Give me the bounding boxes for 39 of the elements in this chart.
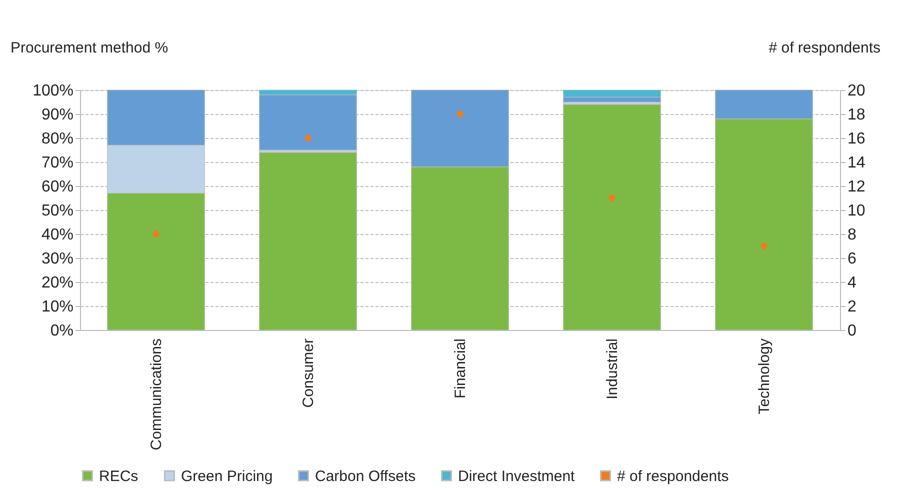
y2-tick-label: 14 bbox=[848, 154, 866, 172]
legend-label: Direct Investment bbox=[458, 468, 576, 485]
y-tick-label: 90% bbox=[41, 106, 74, 124]
point bbox=[760, 242, 768, 250]
y-tick-label: 10% bbox=[41, 298, 74, 316]
y2-tick-label: 0 bbox=[848, 322, 856, 340]
y-tick-label: 0% bbox=[50, 322, 74, 340]
y-tick-label: 100% bbox=[32, 82, 74, 100]
point bbox=[608, 194, 616, 202]
y2-tick-label: 2 bbox=[848, 298, 856, 316]
y-tick-label: 50% bbox=[41, 202, 74, 220]
y-tick-label: 70% bbox=[41, 154, 74, 172]
y-tick-label: 80% bbox=[41, 130, 74, 148]
x-tick-label: Industrial bbox=[604, 338, 621, 400]
y-tick-label: 60% bbox=[41, 178, 74, 196]
legend-label: # of respondents bbox=[617, 468, 729, 485]
x-tick-label: Financial bbox=[452, 338, 469, 399]
x-tick-label: Technology bbox=[756, 338, 773, 414]
y-tick-label: 40% bbox=[41, 226, 74, 244]
legend-label: RECs bbox=[99, 468, 138, 485]
point bbox=[456, 110, 464, 118]
y-tick-label: 30% bbox=[41, 250, 74, 268]
x-tick-label: Consumer bbox=[300, 338, 317, 408]
x-tick-label: Communications bbox=[148, 338, 165, 450]
y2-tick-label: 8 bbox=[848, 226, 856, 244]
y2-tick-label: 10 bbox=[848, 202, 866, 220]
y2-tick-label: 20 bbox=[848, 82, 866, 100]
y2-tick-label: 6 bbox=[848, 250, 856, 268]
point bbox=[304, 134, 312, 142]
y2-tick-label: 16 bbox=[848, 130, 866, 148]
point bbox=[152, 230, 160, 238]
legend-label: Green Pricing bbox=[181, 468, 273, 485]
legend-label: Carbon Offsets bbox=[315, 468, 416, 485]
y2-tick-label: 4 bbox=[848, 274, 856, 292]
y2-axis-title: # of respondents bbox=[768, 40, 880, 56]
y-tick-label: 20% bbox=[41, 274, 74, 292]
y-axis-title: Procurement method % bbox=[10, 40, 168, 56]
y2-tick-label: 12 bbox=[848, 178, 866, 196]
y2-tick-label: 18 bbox=[848, 106, 866, 124]
